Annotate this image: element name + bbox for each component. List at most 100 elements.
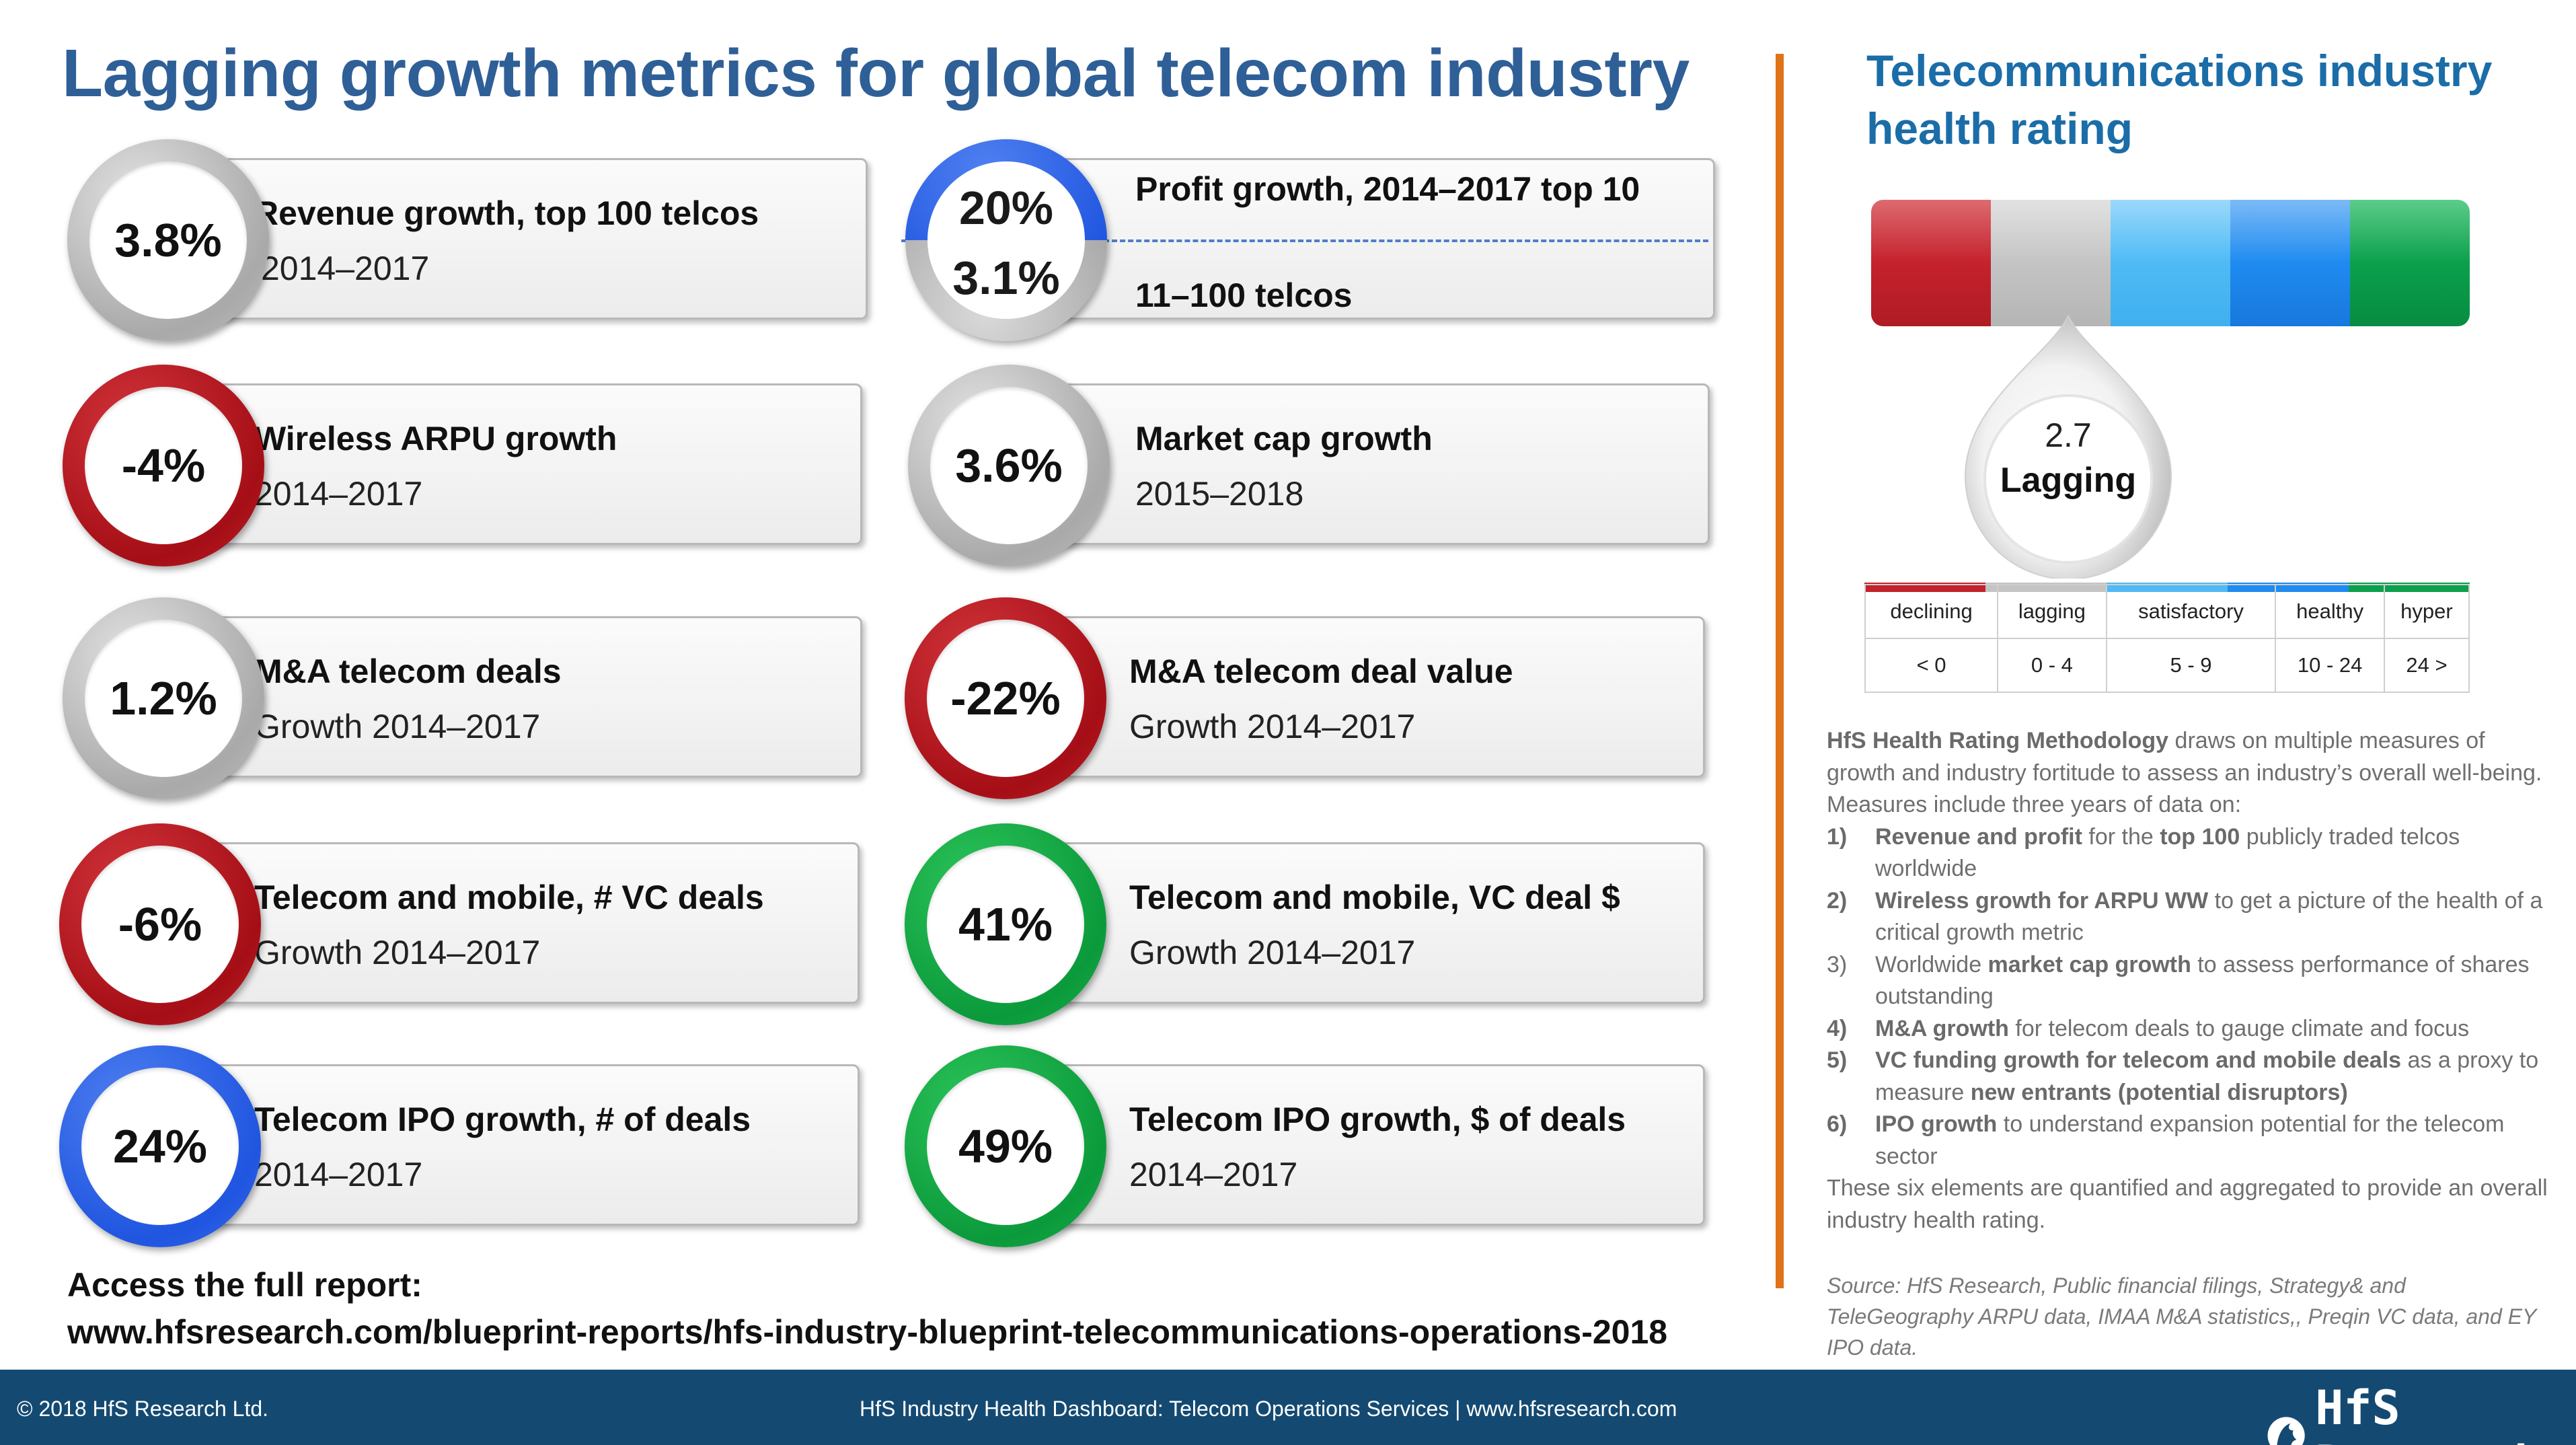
metric-card-profit: Profit growth, 2014–2017 top 10 11–100 t… bbox=[1036, 158, 1715, 320]
rating-bar-declining bbox=[1871, 200, 1991, 326]
metric-ring-profit: 20% 3.1% bbox=[905, 139, 1107, 341]
metric-label: Market cap growth bbox=[1135, 420, 1433, 457]
metric-label: M&A telecom deals bbox=[254, 653, 562, 690]
methodology-heading: HfS Health Rating Methodology bbox=[1827, 728, 2169, 753]
metric-card-ipo-value: Telecom IPO growth, $ of deals 2014–2017 bbox=[1036, 1064, 1705, 1226]
profit-value-bottom: 3.1% bbox=[952, 252, 1060, 304]
metric-ring-revenue: 3.8% bbox=[67, 139, 269, 341]
metric-sublabel: Growth 2014–2017 bbox=[1129, 934, 1416, 971]
metric-label: Telecom IPO growth, $ of deals bbox=[1129, 1101, 1626, 1138]
metric-ring-ipo-value: 49% bbox=[905, 1045, 1106, 1247]
metric-sublabel: 2014–2017 bbox=[254, 1156, 423, 1193]
metric-ring-ipo-deals: 24% bbox=[59, 1045, 261, 1247]
methodology-text: HfS Health Rating Methodology draws on m… bbox=[1827, 725, 2553, 1236]
rating-bar-healthy bbox=[2230, 200, 2350, 326]
metric-label: Revenue growth, top 100 telcos bbox=[254, 194, 759, 232]
scale-range: < 0 bbox=[1864, 638, 1999, 693]
scale-name: hyper bbox=[2383, 584, 2470, 639]
metric-card-ipo-deals: Telecom IPO growth, # of deals 2014–2017 bbox=[195, 1064, 860, 1226]
metric-sublabel: Growth 2014–2017 bbox=[254, 934, 541, 971]
scale-range: 5 - 9 bbox=[2105, 638, 2277, 693]
list-item: 1) Revenue and profit for the top 100 pub… bbox=[1827, 823, 2460, 882]
metric-sublabel: Growth 2014–2017 bbox=[254, 708, 541, 745]
scale-ranges-row: < 0 0 - 4 5 - 9 10 - 24 24 > bbox=[1864, 638, 2470, 693]
rating-scale-table: declining lagging satisfactory healthy h… bbox=[1864, 584, 2470, 693]
metric-sublabel: 2014–2017 bbox=[254, 475, 423, 513]
metric-value: 1.2% bbox=[110, 672, 217, 725]
metric-value: 49% bbox=[958, 1120, 1053, 1173]
list-item: 6) IPO growth to understand expansion pot… bbox=[1827, 1111, 2505, 1169]
profit-value-top: 20% bbox=[958, 182, 1054, 234]
metric-sublabel: 2014–2017 bbox=[1129, 1156, 1298, 1193]
metric-value: 3.6% bbox=[955, 439, 1063, 492]
metric-card-vc-value: Telecom and mobile, VC deal $ Growth 201… bbox=[1036, 842, 1705, 1004]
methodology-intro-text: draws on multiple measures of growth and… bbox=[1827, 728, 2542, 817]
rating-bar-lagging bbox=[1991, 200, 2111, 326]
metric-ring-market-cap: 3.6% bbox=[908, 365, 1110, 566]
metric-ring-vc-deals: -6% bbox=[59, 823, 261, 1025]
profit-label-bottom: 11–100 telcos bbox=[1135, 276, 1353, 314]
metric-sublabel: Growth 2014–2017 bbox=[1129, 708, 1416, 745]
rating-pin bbox=[1964, 314, 2172, 579]
metric-value: 24% bbox=[112, 1120, 208, 1173]
footer: © 2018 HfS Research Ltd. HfS Industry He… bbox=[0, 1370, 2576, 1445]
scale-range: 24 > bbox=[2383, 638, 2470, 693]
logo-text: HfS Research bbox=[2315, 1380, 2542, 1445]
metric-label: Telecom IPO growth, # of deals bbox=[254, 1101, 751, 1138]
copyright: © 2018 HfS Research Ltd. bbox=[17, 1397, 268, 1421]
metric-ring-arpu: -4% bbox=[63, 365, 264, 566]
metric-value: 3.8% bbox=[114, 214, 222, 266]
metric-card-arpu: Wireless ARPU growth 2014–2017 bbox=[195, 383, 862, 545]
access-heading: Access the full report: bbox=[67, 1266, 422, 1304]
scale-name: lagging bbox=[1997, 584, 2107, 639]
metric-ring-ma-deals: 1.2% bbox=[63, 597, 264, 799]
list-item: 2) Wireless growth for ARPU WW to get a p… bbox=[1827, 887, 2543, 946]
metric-value: -22% bbox=[950, 672, 1061, 725]
list-item: 3) Worldwide market cap growth to assess … bbox=[1827, 951, 2530, 1010]
methodology-outro: These six elements are quantified and ag… bbox=[1827, 1175, 2548, 1233]
report-link[interactable]: www.hfsresearch.com/blueprint-reports/hf… bbox=[67, 1313, 1668, 1351]
metric-value: 41% bbox=[958, 898, 1053, 951]
methodology-list: 1) Revenue and profit for the top 100 pub… bbox=[1827, 821, 2553, 1173]
metric-sublabel: 2014–2017 bbox=[261, 250, 430, 287]
metric-value: -6% bbox=[118, 898, 202, 951]
scale-range: 10 - 24 bbox=[2275, 638, 2385, 693]
methodology-intro: HfS Health Rating Methodology draws on m… bbox=[1827, 725, 2553, 821]
rating-bar-satisfactory bbox=[2111, 200, 2230, 326]
metric-value: -4% bbox=[121, 439, 206, 492]
metric-label: Telecom and mobile, # VC deals bbox=[254, 879, 764, 916]
metric-card-vc-deals: Telecom and mobile, # VC deals Growth 20… bbox=[195, 842, 860, 1004]
metric-ring-vc-value: 41% bbox=[905, 823, 1106, 1025]
list-item: 4) M&A growth for telecom deals to gauge … bbox=[1827, 1015, 2470, 1041]
rating-title: Telecommunications industry health ratin… bbox=[1866, 42, 2492, 157]
metric-card-ma-deals: M&A telecom deals Growth 2014–2017 bbox=[195, 616, 862, 778]
list-item: 5) VC funding growth for telecom and mobi… bbox=[1827, 1047, 2539, 1105]
divider-line bbox=[1776, 54, 1784, 1288]
hfs-logo-icon bbox=[2267, 1417, 2305, 1445]
profit-divider bbox=[901, 239, 1708, 242]
metric-card-ma-value: M&A telecom deal value Growth 2014–2017 bbox=[1036, 616, 1705, 778]
footer-center-text[interactable]: HfS Industry Health Dashboard: Telecom O… bbox=[860, 1397, 1677, 1421]
metric-label: Telecom and mobile, VC deal $ bbox=[1129, 879, 1620, 916]
metric-card-revenue: Revenue growth, top 100 telcos 2014–2017 bbox=[195, 158, 868, 320]
scale-name: declining bbox=[1864, 584, 1999, 639]
source-note: Source: HfS Research, Public financial f… bbox=[1827, 1273, 2536, 1360]
profit-label-top: Profit growth, 2014–2017 top 10 bbox=[1135, 170, 1640, 208]
scale-names-row: declining lagging satisfactory healthy h… bbox=[1864, 584, 2470, 639]
rating-title-line1: Telecommunications industry bbox=[1866, 46, 2493, 96]
metric-label: M&A telecom deal value bbox=[1129, 653, 1513, 690]
scale-range: 0 - 4 bbox=[1997, 638, 2107, 693]
scale-name: satisfactory bbox=[2105, 584, 2277, 639]
metric-label: Wireless ARPU growth bbox=[254, 420, 617, 457]
access-report: Access the full report: www.hfsresearch.… bbox=[67, 1261, 1667, 1356]
metric-card-market-cap: Market cap growth 2015–2018 bbox=[1036, 383, 1710, 545]
page-title: Lagging growth metrics for global teleco… bbox=[62, 36, 1690, 111]
rating-bar-hyper bbox=[2350, 200, 2470, 326]
rating-score: 2.7 bbox=[2045, 416, 2092, 454]
rating-status: Lagging bbox=[2000, 461, 2137, 500]
metric-ring-ma-value: -22% bbox=[905, 597, 1106, 799]
hfs-logo: HfS Research bbox=[2267, 1380, 2576, 1445]
scale-name: healthy bbox=[2275, 584, 2385, 639]
metric-sublabel: 2015–2018 bbox=[1135, 475, 1304, 513]
rating-title-line2: health rating bbox=[1866, 104, 2133, 153]
